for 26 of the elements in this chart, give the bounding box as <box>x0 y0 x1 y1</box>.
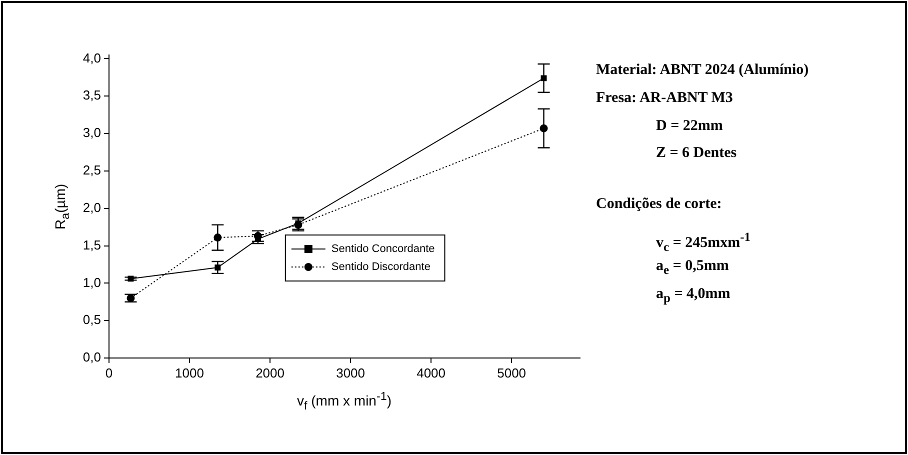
text: Fresa: AR-ABNT M3 <box>596 90 733 107</box>
y-tick-label: 2,5 <box>82 162 101 178</box>
y-tick-label: 1,5 <box>82 237 101 252</box>
text: Condições de corte: <box>596 196 722 213</box>
x-tick-label: 3000 <box>336 365 365 380</box>
x-tick-label: 4000 <box>416 365 446 380</box>
y-tick-label: 1,0 <box>82 274 101 290</box>
legend-label: Sentido Discordante <box>331 261 430 274</box>
text: a$_{p}$ = 4,0mm <box>656 286 730 306</box>
y-tick-label: 0,5 <box>82 312 101 328</box>
text: a$_{e}$ = 0,5mm <box>656 258 729 278</box>
text: D = 22mm <box>656 118 723 135</box>
y-tick-label: 3,5 <box>82 88 101 103</box>
y-tick-label: 0,0 <box>82 350 101 365</box>
x-tick-label: 2000 <box>256 365 284 380</box>
x-axis-title: v$_{f}$ (mm x min$^{-1}$) <box>297 390 392 412</box>
y-tick-label: 4,0 <box>82 50 101 66</box>
text: Material: ABNT 2024 (Alumínio) <box>596 62 809 79</box>
x-tick-label: 0 <box>105 365 113 380</box>
y-tick-label: 2,0 <box>82 200 101 215</box>
text: Z = 6 Dentes <box>656 145 737 162</box>
y-tick-label: 3,0 <box>82 125 101 140</box>
legend-label: Sentido Concordante <box>331 243 435 256</box>
x-tick-label: 1000 <box>175 365 204 380</box>
text: v$_{c}$ = 245mxm$^{-1}$ <box>656 230 751 255</box>
x-tick-label: 5000 <box>497 365 526 380</box>
